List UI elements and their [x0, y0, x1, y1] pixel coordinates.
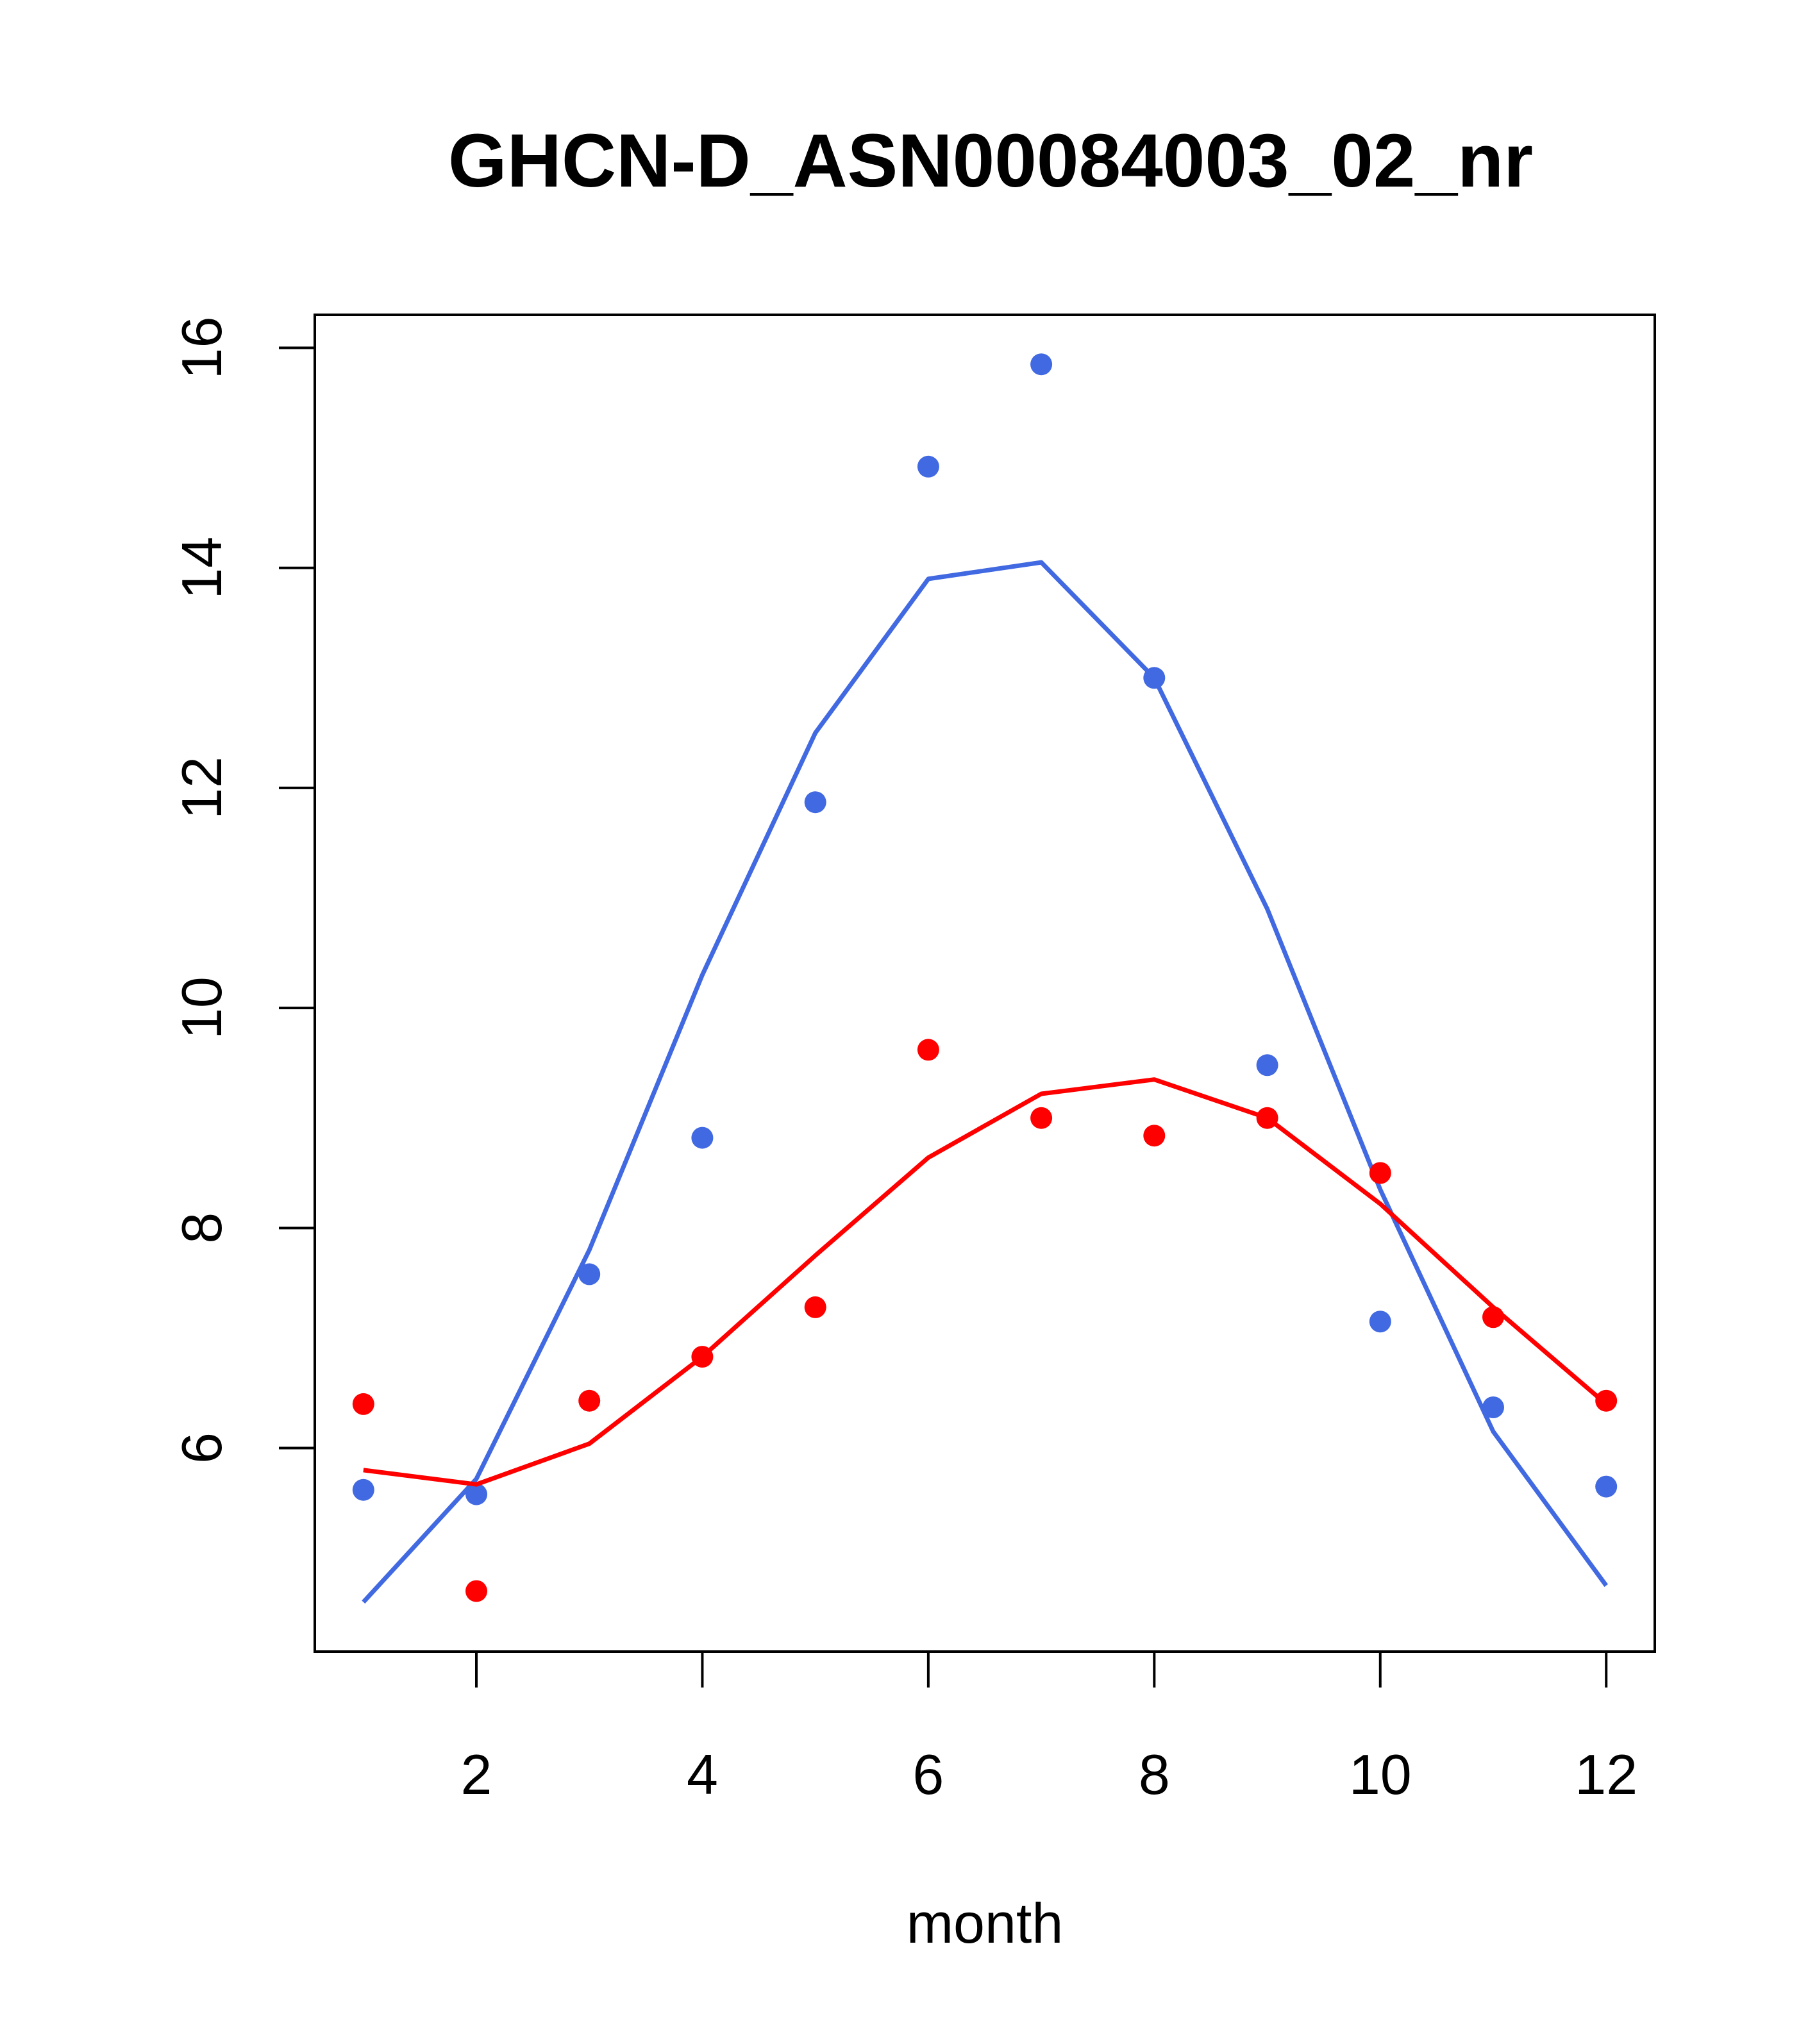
- x-tick-label: 12: [1575, 1743, 1637, 1806]
- series-1-point: [578, 1389, 601, 1412]
- series-1-point: [691, 1346, 714, 1368]
- series-1-point: [1030, 1107, 1053, 1129]
- series-0-point: [1482, 1396, 1504, 1418]
- series-1-point: [1595, 1389, 1618, 1412]
- series-1-point: [1369, 1162, 1391, 1184]
- y-tick-label: 12: [170, 757, 233, 819]
- series-0-point: [1595, 1475, 1618, 1498]
- y-tick-label: 6: [170, 1432, 233, 1464]
- x-axis-label: month: [907, 1891, 1064, 1955]
- series-1-point: [1256, 1107, 1278, 1129]
- y-tick-label: 10: [170, 976, 233, 1039]
- x-axis: 2 4 6 8 10 12: [461, 1650, 1637, 1806]
- x-tick-label: 4: [687, 1743, 718, 1806]
- series-1-point: [1143, 1125, 1166, 1147]
- series-0-point: [1256, 1054, 1278, 1076]
- series-0-point: [1030, 353, 1053, 376]
- y-tick-label: 16: [170, 317, 233, 380]
- series-1-point: [352, 1393, 374, 1415]
- y-axis: 6 8 10 12 14 16: [170, 317, 316, 1464]
- chart-title: GHCN-D_ASN00084003_02_nr: [448, 119, 1533, 203]
- series-0-point: [917, 455, 939, 478]
- x-tick-label: 2: [461, 1743, 492, 1806]
- plot-area: [352, 353, 1618, 1604]
- series-0-point: [352, 1479, 374, 1501]
- series-1-point: [917, 1039, 939, 1061]
- series-1-point: [465, 1580, 487, 1602]
- x-tick-label: 8: [1139, 1743, 1170, 1806]
- x-tick-label: 10: [1349, 1743, 1412, 1806]
- y-tick-label: 8: [170, 1212, 233, 1244]
- series-1-point: [804, 1296, 826, 1318]
- series-0-point: [1143, 667, 1166, 689]
- x-tick-label: 6: [912, 1743, 944, 1806]
- series-1-point: [1482, 1306, 1504, 1328]
- series-0-point: [691, 1127, 714, 1149]
- series-0-point: [578, 1263, 601, 1286]
- series-0-point: [465, 1483, 487, 1505]
- series-0-point: [1369, 1311, 1391, 1333]
- series-1-fit-line: [363, 1077, 1608, 1487]
- series-0-fit-line: [362, 560, 1609, 1604]
- y-tick-label: 14: [170, 537, 233, 599]
- plot-frame: [314, 314, 1656, 1653]
- series-0-point: [804, 791, 826, 814]
